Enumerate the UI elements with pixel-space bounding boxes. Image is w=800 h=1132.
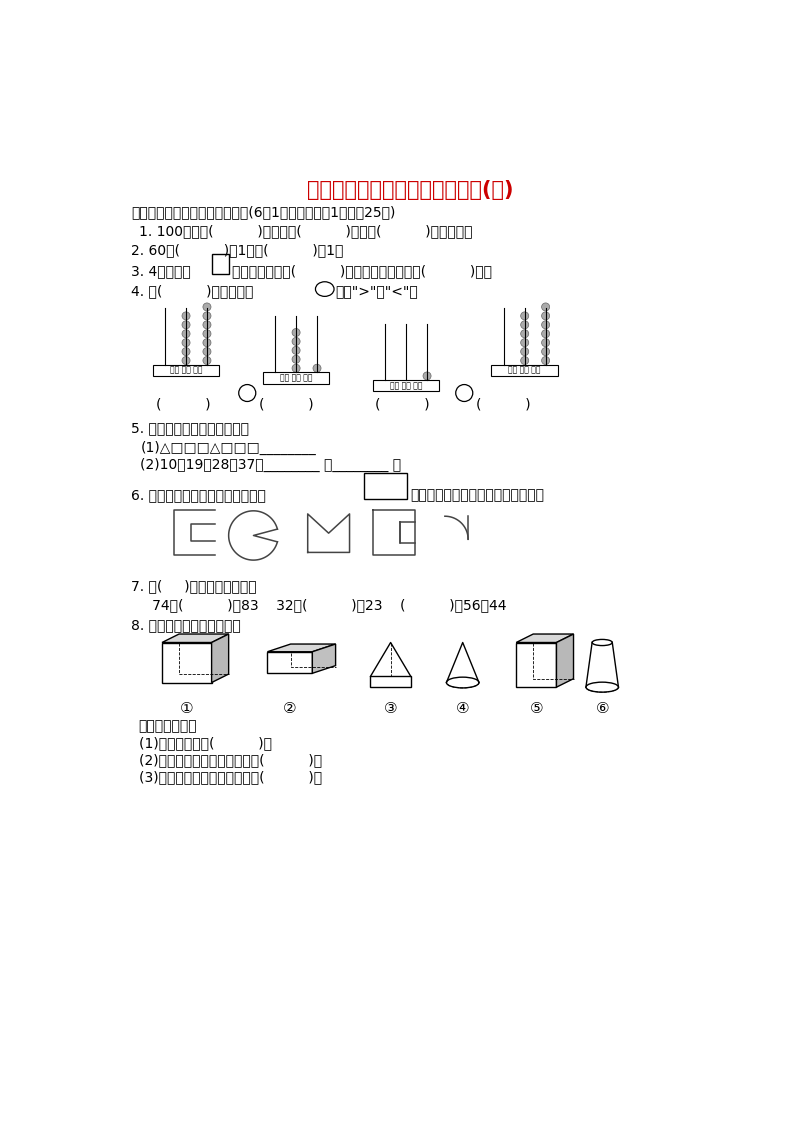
Text: (1)能画出圆的是(          )。: (1)能画出圆的是( )。 [138, 737, 272, 751]
Circle shape [542, 320, 550, 328]
Circle shape [203, 320, 211, 328]
Ellipse shape [315, 282, 334, 297]
Circle shape [423, 372, 431, 380]
Circle shape [182, 320, 190, 328]
Text: ⑥: ⑥ [595, 701, 609, 717]
Text: ①: ① [180, 701, 194, 717]
Circle shape [292, 346, 300, 354]
Circle shape [542, 348, 550, 355]
Circle shape [203, 303, 211, 311]
Text: ，可以拼成一个(          )形，也可以拼成一个(          )形。: ，可以拼成一个( )形，也可以拼成一个( )形。 [232, 265, 492, 278]
Circle shape [203, 329, 211, 337]
Text: 7. 在(     )里填上合适的数。: 7. 在( )里填上合适的数。 [131, 580, 257, 593]
Bar [153, 365, 219, 376]
Circle shape [203, 357, 211, 365]
Circle shape [203, 348, 211, 355]
Text: 8. 看图，在括号里填序号。: 8. 看图，在括号里填序号。 [131, 618, 241, 632]
Circle shape [521, 348, 529, 355]
Text: (2)10，19，28，37，________ ，________ 。: (2)10，19，28，37，________ ，________ 。 [140, 457, 402, 472]
Bar [212, 254, 230, 274]
Text: 百位 十位 个位: 百位 十位 个位 [390, 381, 422, 391]
Text: (2)能画出三角形和长方形的是(          )。: (2)能画出三角形和长方形的是( )。 [138, 754, 322, 767]
Bar [363, 473, 407, 499]
Circle shape [203, 338, 211, 346]
Text: 74＋(          )＝83    32－(          )＝23    (          )－56＝44: 74＋( )＝83 32－( )＝23 ( )－56＝44 [138, 598, 506, 611]
Text: ③: ③ [384, 701, 398, 717]
Circle shape [238, 385, 256, 402]
Text: 6. 从下图中选出两个可以拼成一个: 6. 从下图中选出两个可以拼成一个 [131, 489, 266, 503]
Circle shape [521, 338, 529, 346]
Text: 3. 4个同样的: 3. 4个同样的 [131, 265, 190, 278]
Circle shape [182, 329, 190, 337]
Polygon shape [267, 644, 336, 652]
Text: 的图形，给选出的两个图形涂颜色。: 的图形，给选出的两个图形涂颜色。 [410, 489, 544, 503]
Text: ④: ④ [456, 701, 470, 717]
Text: (1)△□□□△□□□________: (1)△□□□△□□□________ [140, 440, 316, 455]
Text: (          ): ( ) [375, 397, 430, 412]
Text: 5. 找规律，画一画，写一写。: 5. 找规律，画一画，写一写。 [131, 421, 249, 436]
Circle shape [542, 329, 550, 337]
Text: 2. 60比(          )大1，比(          )小1。: 2. 60比( )大1，比( )小1。 [131, 243, 343, 258]
Circle shape [542, 311, 550, 320]
Polygon shape [312, 644, 336, 674]
Text: 一年级第二学期数学期末测试卷(四): 一年级第二学期数学期末测试卷(四) [306, 180, 514, 200]
Circle shape [182, 348, 190, 355]
Bar [162, 643, 212, 683]
Text: 百位 十位 个位: 百位 十位 个位 [280, 374, 312, 383]
Ellipse shape [446, 677, 479, 688]
Text: 百位 十位 个位: 百位 十位 个位 [509, 366, 541, 375]
Polygon shape [162, 634, 229, 643]
Circle shape [521, 311, 529, 320]
Circle shape [292, 365, 300, 372]
Bar [491, 365, 558, 376]
Text: (          ): ( ) [259, 397, 314, 412]
Text: (3)能画出正方形和长方形的是(          )。: (3)能画出正方形和长方形的是( )。 [138, 770, 322, 784]
Circle shape [313, 365, 321, 372]
Text: ②: ② [283, 701, 297, 717]
Text: (          ): ( ) [476, 397, 530, 412]
Circle shape [542, 357, 550, 365]
Ellipse shape [592, 640, 612, 645]
Text: 百位 十位 个位: 百位 十位 个位 [170, 366, 202, 375]
Bar [370, 677, 410, 687]
Text: 4. 在(          )里填数，在: 4. 在( )里填数，在 [131, 284, 254, 299]
Text: (          ): ( ) [156, 397, 210, 412]
Text: 一、填一填，画一画，涂一涂。(6题1分，其余每空1分，共25分): 一、填一填，画一画，涂一涂。(6题1分，其余每空1分，共25分) [131, 205, 395, 220]
Text: 上面的积木里：: 上面的积木里： [138, 720, 198, 734]
Bar [267, 652, 312, 674]
Polygon shape [557, 634, 574, 687]
Text: 里填">"或"<"。: 里填">"或"<"。 [336, 284, 418, 299]
Circle shape [292, 355, 300, 363]
Circle shape [182, 338, 190, 346]
Circle shape [521, 357, 529, 365]
Polygon shape [211, 634, 229, 683]
Circle shape [292, 328, 300, 336]
Circle shape [542, 303, 550, 311]
Ellipse shape [586, 683, 618, 692]
Circle shape [521, 320, 529, 328]
Circle shape [182, 311, 190, 320]
Polygon shape [516, 634, 574, 643]
Circle shape [542, 338, 550, 346]
Circle shape [292, 337, 300, 345]
Bar [262, 372, 330, 384]
Circle shape [203, 311, 211, 320]
Text: 1. 100里面有(          )个十，有(          )个一；(          )个一是十。: 1. 100里面有( )个十，有( )个一；( )个一是十。 [138, 224, 472, 239]
Bar [516, 643, 557, 687]
Text: ⑤: ⑤ [530, 701, 543, 717]
Circle shape [456, 385, 473, 402]
Circle shape [521, 329, 529, 337]
Circle shape [182, 357, 190, 365]
Bar [373, 380, 439, 392]
